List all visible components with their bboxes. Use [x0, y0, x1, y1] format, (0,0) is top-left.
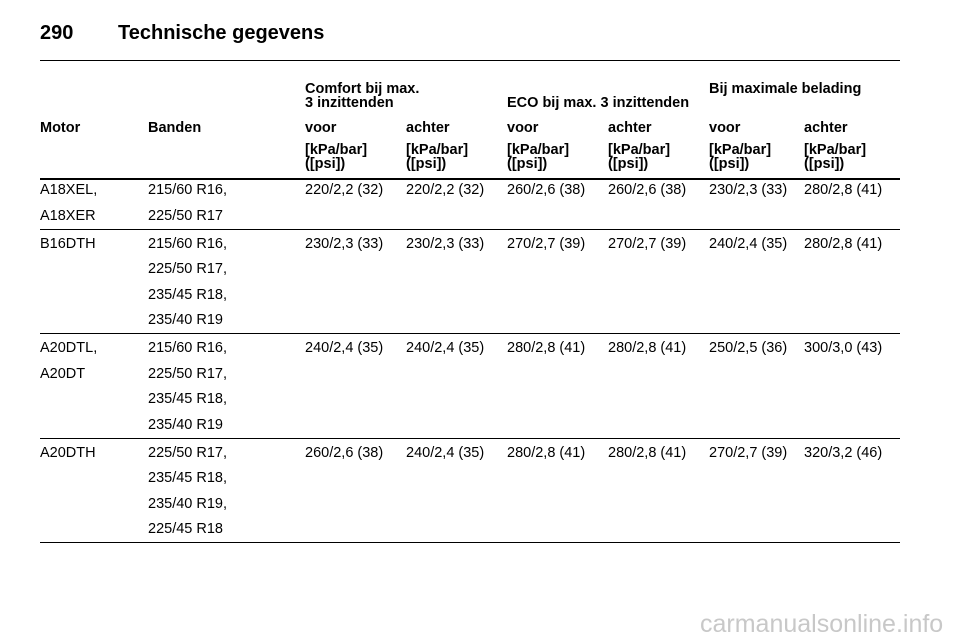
unit-header: [kPa/bar] — [804, 142, 867, 158]
pressure: 270/2,7 (39) — [507, 235, 586, 252]
motor: A20DT — [40, 365, 86, 382]
unit-header: [kPa/bar] — [608, 142, 671, 158]
header-rule-thick — [40, 178, 900, 180]
unit-header: ([psi]) — [804, 156, 845, 172]
pressure: 220/2,2 (32) — [406, 182, 485, 198]
tire-size: 235/40 R19 — [148, 416, 223, 433]
column-header: voor — [709, 120, 741, 136]
tire-size: 235/40 R19 — [148, 312, 223, 328]
tire-size: 235/45 R18, — [148, 391, 228, 407]
pressure: 260/2,6 (38) — [608, 182, 687, 198]
pressure: 280/2,8 (41) — [608, 340, 687, 356]
unit-header: ([psi]) — [709, 156, 750, 172]
pressure: 260/2,6 (38) — [507, 182, 586, 198]
unit-header: ([psi]) — [305, 156, 346, 172]
pressure: 230/2,3 (33) — [406, 235, 485, 252]
tire-size: 225/45 R18 — [148, 521, 223, 537]
motor: B16DTH — [40, 235, 96, 252]
page-title: Technische gegevens — [118, 22, 325, 44]
pressure: 240/2,4 (35) — [305, 340, 384, 356]
row-rule — [40, 333, 900, 334]
page-number: 290 — [40, 22, 74, 44]
column-header: voor — [507, 120, 539, 136]
pressure: 280/2,8 (41) — [608, 444, 687, 461]
tire-size: 225/50 R17, — [148, 365, 228, 382]
row-rule — [40, 542, 900, 543]
tire-size: 235/40 R19, — [148, 495, 228, 512]
pressure: 240/2,4 (35) — [406, 444, 485, 461]
tire-size: 225/50 R17, — [148, 261, 228, 277]
unit-header: [kPa/bar] — [709, 142, 772, 158]
pressure: 230/2,3 (33) — [709, 182, 788, 198]
pressure: 280/2,8 (41) — [507, 340, 586, 356]
pressure: 280/2,8 (41) — [507, 444, 586, 461]
row-rule — [40, 228, 900, 230]
tire-size: 225/50 R17 — [148, 207, 223, 224]
row-rule — [40, 437, 900, 439]
watermark: carmanualsonline.info — [700, 610, 944, 638]
pressure: 270/2,7 (39) — [709, 444, 788, 461]
motor: A20DTH — [40, 444, 96, 461]
pressure: 230/2,3 (33) — [305, 235, 384, 252]
pressure: 280/2,8 (41) — [804, 182, 883, 198]
column-header: achter — [406, 120, 450, 136]
tire-size: 225/50 R17, — [148, 444, 228, 461]
unit-header: [kPa/bar] — [406, 142, 469, 158]
pressure: 250/2,5 (36) — [709, 340, 788, 356]
column-header: achter — [608, 120, 652, 136]
tire-size: 215/60 R16, — [148, 340, 228, 356]
pressure: 320/3,2 (46) — [804, 444, 883, 461]
pressure: 240/2,4 (35) — [406, 340, 485, 356]
unit-header: ([psi]) — [406, 156, 447, 172]
column-header: achter — [804, 120, 848, 136]
motor: A20DTL, — [40, 340, 98, 356]
group-header: Comfort bij max. — [305, 81, 420, 97]
column-header: Banden — [148, 120, 202, 136]
unit-header: [kPa/bar] — [305, 142, 368, 158]
pressure: 220/2,2 (32) — [305, 182, 384, 198]
pressure: 300/3,0 (43) — [804, 340, 883, 356]
pressure: 270/2,7 (39) — [608, 235, 687, 252]
tire-size: 215/60 R16, — [148, 182, 228, 198]
motor: A18XEL, — [40, 182, 98, 198]
pressure: 240/2,4 (35) — [709, 235, 788, 252]
motor: A18XER — [40, 207, 96, 224]
pressure: 260/2,6 (38) — [305, 444, 384, 461]
tire-size: 215/60 R16, — [148, 235, 228, 252]
column-header: Motor — [40, 120, 81, 136]
tire-size: 235/45 R18, — [148, 286, 228, 303]
unit-header: [kPa/bar] — [507, 142, 570, 158]
unit-header: ([psi]) — [608, 156, 649, 172]
column-header: voor — [305, 120, 337, 136]
header-rule — [40, 60, 900, 61]
group-header: 3 inzittenden — [305, 95, 394, 111]
group-header: Bij maximale belading — [709, 81, 862, 97]
group-header: ECO bij max. 3 inzittenden — [507, 95, 690, 111]
tire-size: 235/45 R18, — [148, 470, 228, 486]
pressure: 280/2,8 (41) — [804, 235, 883, 252]
unit-header: ([psi]) — [507, 156, 548, 172]
